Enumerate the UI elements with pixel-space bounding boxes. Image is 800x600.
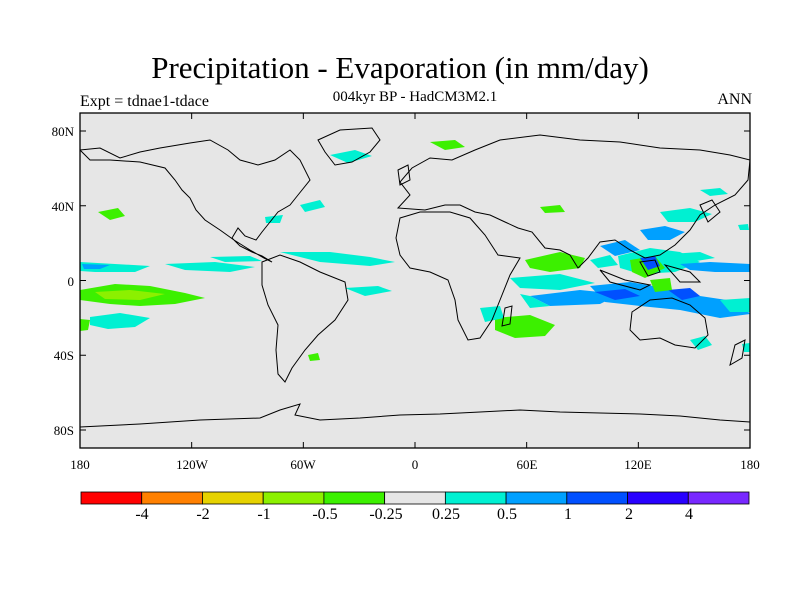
anomaly-patch: [480, 306, 504, 322]
anomaly-patch: [300, 200, 325, 212]
colorbar-swatch: [384, 491, 446, 505]
coastline-madagascar: [501, 305, 513, 327]
colorbar-label: -0.5: [312, 506, 338, 523]
coastlines: [80, 127, 750, 428]
anomaly-patch: [690, 336, 712, 350]
colorbar-label: -1: [257, 506, 271, 523]
lat-tick-label: 0: [67, 274, 75, 289]
anomaly-patch: [590, 282, 750, 318]
anomaly-patch: [525, 252, 585, 272]
lon-tick-label: 180: [70, 457, 90, 472]
coastline-north-america: [80, 139, 311, 263]
colorbar-label: -0.25: [369, 506, 403, 523]
colorbar-swatch: [202, 491, 264, 505]
coastline-new-zealand: [729, 339, 746, 367]
map-title: Precipitation - Evaporation (in mm/day): [151, 50, 649, 85]
coastline-eurasia: [396, 134, 750, 269]
colorbar-swatch: [687, 491, 750, 505]
lat-tick-label: 40N: [51, 199, 74, 214]
colorbar-swatch: [80, 491, 143, 505]
coastline-antarctica: [80, 403, 750, 428]
anomaly-patch: [280, 252, 395, 266]
colorbar-label: 1: [564, 506, 572, 523]
anomaly-patch: [165, 262, 255, 272]
lon-tick-label: 120E: [624, 457, 652, 472]
map-subtitle: 004kyr BP - HadCM3M2.1: [332, 89, 498, 105]
anomaly-patch: [510, 274, 595, 290]
anomaly-patch: [540, 205, 565, 213]
lon-tick-label: 0: [411, 457, 419, 472]
coastline-uk: [397, 164, 411, 186]
anomaly-patch: [95, 290, 165, 300]
coastline-africa: [395, 211, 521, 341]
colorbar-swatch: [141, 491, 203, 505]
map-background: [80, 113, 750, 448]
colorbar-swatch: [566, 491, 628, 505]
lon-tick-label: 180: [740, 457, 760, 472]
experiment-label: Expt = tdnae1-tdace: [80, 93, 209, 110]
anomaly-patch: [345, 286, 392, 296]
anomaly-patch: [600, 240, 640, 256]
colorbar-label: 2: [625, 506, 633, 523]
anomaly-patch: [650, 278, 672, 292]
anomaly-patch: [660, 208, 712, 222]
colorbar-swatch: [262, 491, 325, 505]
anomaly-patch: [680, 262, 750, 272]
anomaly-patch: [90, 313, 150, 329]
anomaly-patch: [640, 226, 685, 240]
anomaly-patch: [590, 255, 618, 268]
lat-tick-label: 80S: [53, 423, 74, 438]
anomaly-patch: [265, 215, 283, 223]
anomaly-patch: [738, 224, 749, 230]
lat-tick-label: 80N: [51, 124, 74, 139]
anomaly-patch: [520, 294, 550, 308]
lon-tick-label: 60E: [516, 457, 538, 472]
anomaly-patch: [720, 298, 750, 312]
anomaly-patch: [98, 208, 125, 220]
lon-tick-label: 60W: [290, 457, 316, 472]
anomaly-patch: [670, 252, 715, 262]
anomaly-patch: [330, 150, 372, 163]
coastline-australia: [629, 297, 709, 349]
lon-tick-label: 120W: [176, 457, 208, 472]
field-anomalies: [80, 140, 750, 361]
anomaly-patch: [80, 319, 90, 331]
colorbar-label: 4: [685, 506, 693, 523]
coastline-japan: [699, 199, 721, 223]
colorbar-swatch: [444, 491, 507, 505]
colorbar-label: -2: [196, 506, 210, 523]
season-label: ANN: [717, 91, 752, 108]
lat-tick-label: 40S: [53, 348, 74, 363]
anomaly-patch: [700, 188, 728, 196]
coastline-south-america: [261, 254, 349, 383]
colorbar-swatch: [323, 491, 386, 505]
coastline-indonesia: [599, 259, 702, 291]
anomaly-patch: [595, 289, 640, 300]
anomaly-patch: [82, 264, 110, 269]
colorbar: [80, 491, 750, 505]
colorbar-swatch: [505, 491, 568, 505]
anomaly-patch: [668, 288, 700, 300]
coastline-greenland: [317, 127, 381, 166]
anomaly-patch: [80, 262, 150, 272]
anomaly-patch: [430, 140, 465, 150]
colorbar-label: 0.25: [432, 506, 460, 523]
colorbar-swatch: [627, 491, 689, 505]
colorbar-label: -4: [135, 506, 149, 523]
anomaly-patch: [308, 353, 320, 361]
anomaly-patch: [210, 256, 262, 262]
colorbar-label: 0.5: [497, 506, 517, 523]
